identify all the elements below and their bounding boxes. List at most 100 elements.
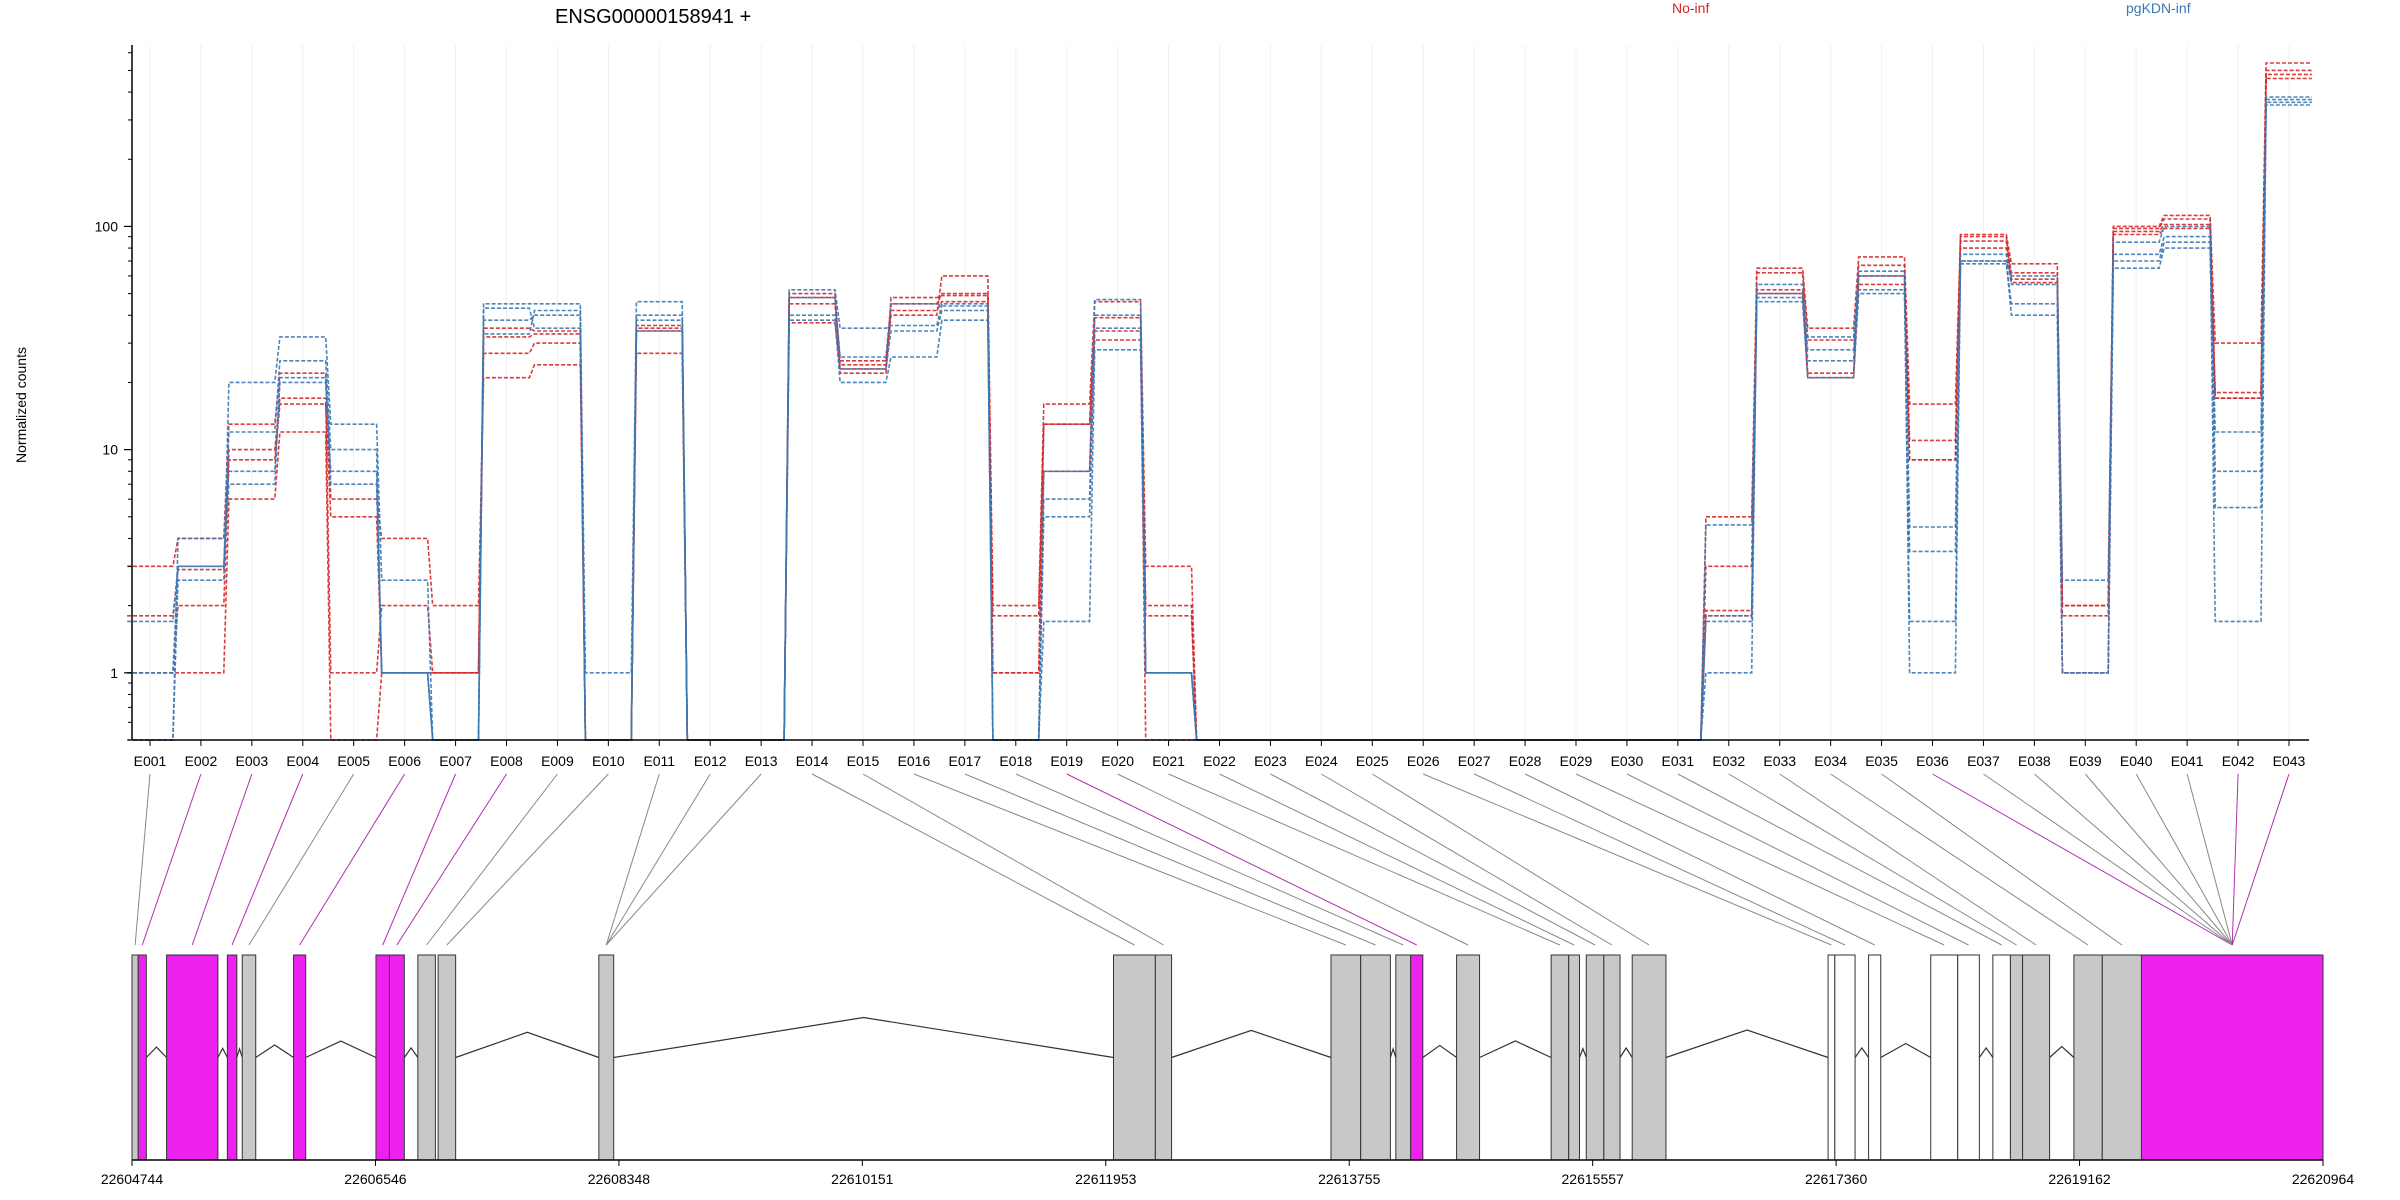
intron-line (305, 1040, 377, 1059)
x-tick-label: E014 (796, 753, 829, 769)
connector-line (426, 773, 558, 946)
exon-block (598, 954, 615, 1161)
intron-line (1665, 1029, 1829, 1059)
x-tick-label: E033 (1763, 753, 1796, 769)
exon-block (1631, 954, 1667, 1161)
connector-line (299, 773, 406, 946)
y-tick-label: 1 (110, 665, 118, 681)
connector-line (964, 773, 1376, 946)
x-tick-label: E002 (185, 753, 218, 769)
exon-block (1585, 954, 1605, 1161)
exon-block (1568, 954, 1581, 1161)
exon-block (137, 954, 147, 1161)
connector-line (1168, 773, 1561, 946)
connector-line (1779, 773, 2037, 946)
coord-tick-label: 22611953 (1075, 1171, 1136, 1187)
connector-line (1066, 773, 1417, 946)
exon-block (1930, 954, 1959, 1161)
coord-tick-label: 22608348 (588, 1171, 651, 1187)
exon-block (1834, 954, 1856, 1161)
intron-line (1479, 1040, 1552, 1059)
connector-line (1270, 773, 1596, 946)
x-tick-label: E006 (388, 753, 421, 769)
connector-line (248, 773, 355, 946)
gene-model (131, 954, 2324, 1161)
connector-line (134, 773, 151, 946)
connector-line (913, 773, 1347, 946)
intron-line (1389, 1046, 1397, 1058)
connector-line (2135, 773, 2233, 946)
x-tick-label: E025 (1356, 753, 1389, 769)
x-tick-label: E012 (694, 753, 727, 769)
intron-line (217, 1047, 228, 1058)
intron-line (1854, 1046, 1870, 1058)
coord-tick-label: 22619162 (2048, 1171, 2111, 1187)
legend-no-inf: No-inf (1672, 0, 1709, 16)
connector-line (862, 773, 1164, 946)
x-tick-label: E023 (1254, 753, 1287, 769)
x-tick-label: E018 (999, 753, 1032, 769)
connector-line (1015, 773, 1404, 946)
connector-line (2034, 773, 2233, 946)
intron-line (236, 1046, 243, 1058)
connector-line (605, 773, 660, 946)
x-tick-label: E008 (490, 753, 523, 769)
x-tick-label: E020 (1101, 753, 1134, 769)
exon-block (2022, 954, 2051, 1161)
intron-line (255, 1044, 294, 1059)
x-tick-label: E017 (949, 753, 982, 769)
connector-line (2084, 773, 2233, 946)
x-tick-label: E030 (1611, 753, 1644, 769)
connector-line (1524, 773, 1875, 946)
exon-block (1550, 954, 1570, 1161)
x-tick-label: E024 (1305, 753, 1338, 769)
exon-connectors (134, 773, 2290, 946)
connector-line (811, 773, 1135, 946)
connector-line (605, 773, 711, 946)
exon-block (417, 954, 436, 1161)
connector-line (2231, 773, 2290, 946)
coord-tick-label: 22606546 (344, 1171, 407, 1187)
coord-tick-label: 22610151 (831, 1171, 894, 1187)
exon-block (131, 954, 139, 1161)
y-tick-label: 100 (95, 218, 119, 234)
connector-line (231, 773, 304, 946)
vertical-grid (149, 45, 2290, 740)
connector-line (605, 773, 762, 946)
connector-line (1830, 773, 2089, 946)
connector-line (1117, 773, 1469, 946)
connector-line (382, 773, 457, 946)
exon-block (1410, 954, 1424, 1161)
exon-tick-labels: E001 E002 E003 E004 E005 E006 E007 E008 E009 E010… (134, 740, 2306, 769)
x-tick-label: E034 (1814, 753, 1847, 769)
connector-line (396, 773, 507, 946)
connector-line (446, 773, 609, 946)
connector-line (191, 773, 253, 946)
intron-line (1171, 1029, 1332, 1059)
x-tick-label: E019 (1050, 753, 1083, 769)
exon-block (375, 954, 390, 1161)
connector-line (1473, 773, 1846, 946)
x-tick-label: E040 (2120, 753, 2153, 769)
coord-tick-label: 22604744 (101, 1171, 164, 1187)
exon-block (1827, 954, 1836, 1161)
chart-title: ENSG00000158941 + (555, 6, 751, 28)
x-tick-label: E015 (847, 753, 880, 769)
exon-block (166, 954, 219, 1161)
x-tick-label: E011 (643, 753, 675, 769)
x-tick-label: E010 (592, 753, 625, 769)
x-tick-label: E042 (2222, 753, 2255, 769)
series-line-7 (127, 104, 2312, 741)
x-tick-label: E039 (2069, 753, 2102, 769)
connector-line (1677, 773, 2002, 946)
connector-line (2186, 773, 2233, 946)
intron-line (403, 1046, 419, 1058)
connector-line (1575, 773, 1945, 946)
plot-axes (131, 45, 2309, 741)
y-ticks: 1 10 100 (95, 52, 132, 741)
x-tick-label: E001 (134, 753, 167, 769)
intron-line (1880, 1042, 1932, 1059)
exon-block (241, 954, 257, 1161)
x-tick-label: E022 (1203, 753, 1236, 769)
